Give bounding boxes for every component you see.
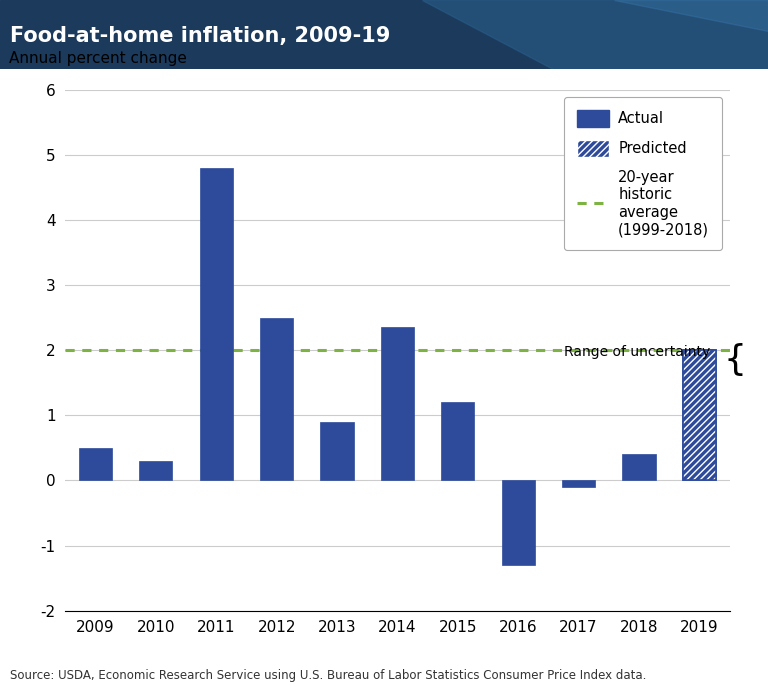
Polygon shape	[614, 0, 768, 31]
Bar	[79, 448, 112, 480]
Bar	[381, 327, 414, 480]
Bar	[683, 351, 716, 480]
Bar	[683, 351, 716, 480]
Text: Source: USDA, Economic Research Service using U.S. Bureau of Labor Statistics Co: Source: USDA, Economic Research Service …	[10, 669, 647, 682]
Legend: Actual, Predicted, 20-year
historic
average
(1999-2018): Actual, Predicted, 20-year historic aver…	[564, 97, 723, 250]
Text: Annual percent change: Annual percent change	[8, 51, 187, 66]
Text: Food-at-home inflation, 2009-19: Food-at-home inflation, 2009-19	[10, 26, 390, 46]
Bar	[320, 422, 353, 480]
Text: Range of uncertainty: Range of uncertainty	[564, 345, 710, 359]
Bar	[502, 480, 535, 565]
Bar	[139, 461, 173, 480]
Bar	[622, 455, 656, 480]
Polygon shape	[422, 0, 768, 69]
Bar	[562, 480, 595, 487]
Bar	[683, 351, 716, 480]
Bar	[442, 402, 475, 480]
Bar	[200, 168, 233, 480]
Bar	[260, 317, 293, 480]
Text: {: {	[723, 343, 746, 377]
